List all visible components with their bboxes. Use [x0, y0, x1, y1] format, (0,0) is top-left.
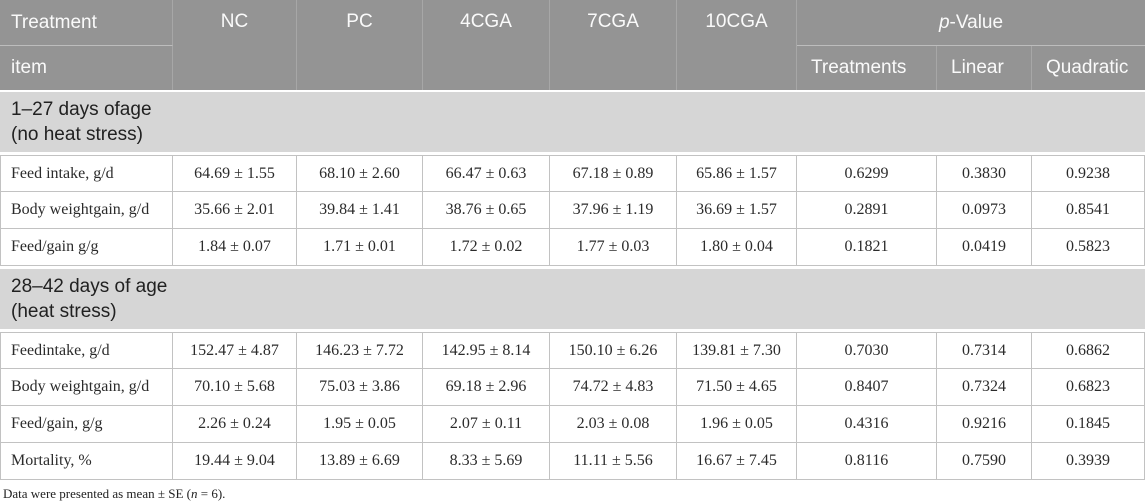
p-value-rest: -Value [949, 11, 1004, 33]
footnote: Data were presented as mean ± SE (n = 6)… [3, 486, 1145, 502]
data-cell: 75.03 ± 3.86 [297, 369, 423, 406]
data-cell: 1.95 ± 0.05 [297, 406, 423, 443]
section-title-line1: 28–42 days of age [11, 275, 168, 297]
row-label: Feedintake, g/d [0, 332, 173, 369]
p-value-cell: 0.7314 [937, 332, 1032, 369]
section-title-line1: 1–27 days ofage [11, 98, 152, 120]
p-value-cell: 0.6823 [1032, 369, 1145, 406]
p-value-cell: 0.4316 [797, 406, 937, 443]
p-value-cell: 0.6299 [797, 155, 937, 192]
data-cell: 65.86 ± 1.57 [677, 155, 797, 192]
col-header-pc: PC [297, 0, 423, 90]
table-row: Feed/gain g/g 1.84 ± 0.07 1.71 ± 0.01 1.… [0, 229, 1145, 266]
header-treatment: Treatment [0, 0, 173, 46]
col-header-10cga: 10CGA [677, 0, 797, 90]
p-value-cell: 0.8116 [797, 443, 937, 480]
data-cell: 67.18 ± 0.89 [550, 155, 677, 192]
data-cell: 68.10 ± 2.60 [297, 155, 423, 192]
p-value-cell: 0.8407 [797, 369, 937, 406]
data-cell: 8.33 ± 5.69 [423, 443, 550, 480]
section-row-2: 28–42 days of age (heat stress) [0, 266, 1145, 332]
p-value-cell: 0.7324 [937, 369, 1032, 406]
results-table: Treatment NC PC 4CGA 7CGA 10CGA p-Value … [0, 0, 1145, 480]
col-header-nc: NC [173, 0, 297, 90]
table-row: Feed/gain, g/g 2.26 ± 0.24 1.95 ± 0.05 2… [0, 406, 1145, 443]
row-label: Feed intake, g/d [0, 155, 173, 192]
data-cell: 2.26 ± 0.24 [173, 406, 297, 443]
row-label: Body weightgain, g/d [0, 369, 173, 406]
col-header-linear: Linear [937, 46, 1032, 90]
p-value-cell: 0.3830 [937, 155, 1032, 192]
table-row: Feedintake, g/d 152.47 ± 4.87 146.23 ± 7… [0, 332, 1145, 369]
data-cell: 1.84 ± 0.07 [173, 229, 297, 266]
p-value-cell: 0.9216 [937, 406, 1032, 443]
p-value-cell: 0.8541 [1032, 192, 1145, 229]
data-cell: 11.11 ± 5.56 [550, 443, 677, 480]
table-row: Body weightgain, g/d 70.10 ± 5.68 75.03 … [0, 369, 1145, 406]
data-cell: 13.89 ± 6.69 [297, 443, 423, 480]
footnote-text-before: Data were presented as mean ± SE ( [3, 486, 191, 501]
data-cell: 1.96 ± 0.05 [677, 406, 797, 443]
col-header-treatments: Treatments [797, 46, 937, 90]
data-cell: 64.69 ± 1.55 [173, 155, 297, 192]
section-title-line2: (no heat stress) [11, 124, 143, 145]
data-cell: 19.44 ± 9.04 [173, 443, 297, 480]
table-row: Feed intake, g/d 64.69 ± 1.55 68.10 ± 2.… [0, 155, 1145, 192]
p-value-cell: 0.3939 [1032, 443, 1145, 480]
header-item: item [0, 46, 173, 90]
table-row: Mortality, % 19.44 ± 9.04 13.89 ± 6.69 8… [0, 443, 1145, 480]
data-cell: 146.23 ± 7.72 [297, 332, 423, 369]
data-cell: 69.18 ± 2.96 [423, 369, 550, 406]
data-cell: 70.10 ± 5.68 [173, 369, 297, 406]
p-value-cell: 0.1821 [797, 229, 937, 266]
data-cell: 142.95 ± 8.14 [423, 332, 550, 369]
data-cell: 38.76 ± 0.65 [423, 192, 550, 229]
p-value-cell: 0.1845 [1032, 406, 1145, 443]
data-cell: 16.67 ± 7.45 [677, 443, 797, 480]
row-label: Mortality, % [0, 443, 173, 480]
data-cell: 1.72 ± 0.02 [423, 229, 550, 266]
data-cell: 1.80 ± 0.04 [677, 229, 797, 266]
p-value-italic-p: p [938, 11, 950, 33]
footnote-text-after: = 6). [197, 486, 226, 501]
data-cell: 1.77 ± 0.03 [550, 229, 677, 266]
data-cell: 35.66 ± 2.01 [173, 192, 297, 229]
data-cell: 74.72 ± 4.83 [550, 369, 677, 406]
p-value-cell: 0.9238 [1032, 155, 1145, 192]
p-value-cell: 0.0419 [937, 229, 1032, 266]
section-header-2: 28–42 days of age (heat stress) [0, 266, 1145, 332]
row-label: Feed/gain g/g [0, 229, 173, 266]
data-cell: 39.84 ± 1.41 [297, 192, 423, 229]
section-header-1: 1–27 days ofage (no heat stress) [0, 90, 1145, 155]
table-row: Body weightgain, g/d 35.66 ± 2.01 39.84 … [0, 192, 1145, 229]
data-cell: 71.50 ± 4.65 [677, 369, 797, 406]
row-label: Feed/gain, g/g [0, 406, 173, 443]
data-cell: 2.07 ± 0.11 [423, 406, 550, 443]
data-cell: 2.03 ± 0.08 [550, 406, 677, 443]
data-cell: 152.47 ± 4.87 [173, 332, 297, 369]
section-row-1: 1–27 days ofage (no heat stress) [0, 90, 1145, 155]
data-cell: 37.96 ± 1.19 [550, 192, 677, 229]
data-cell: 36.69 ± 1.57 [677, 192, 797, 229]
section-title-line2: (heat stress) [11, 301, 117, 322]
row-label: Body weightgain, g/d [0, 192, 173, 229]
p-value-cell: 0.6862 [1032, 332, 1145, 369]
data-cell: 66.47 ± 0.63 [423, 155, 550, 192]
data-cell: 1.71 ± 0.01 [297, 229, 423, 266]
data-cell: 150.10 ± 6.26 [550, 332, 677, 369]
col-header-4cga: 4CGA [423, 0, 550, 90]
header-p-value: p-Value [797, 0, 1145, 46]
col-header-quadratic: Quadratic [1032, 46, 1145, 90]
p-value-cell: 0.2891 [797, 192, 937, 229]
data-cell: 139.81 ± 7.30 [677, 332, 797, 369]
p-value-cell: 0.0973 [937, 192, 1032, 229]
p-value-cell: 0.7590 [937, 443, 1032, 480]
p-value-cell: 0.7030 [797, 332, 937, 369]
p-value-cell: 0.5823 [1032, 229, 1145, 266]
footnote-italic-n: n [190, 486, 198, 501]
col-header-7cga: 7CGA [550, 0, 677, 90]
